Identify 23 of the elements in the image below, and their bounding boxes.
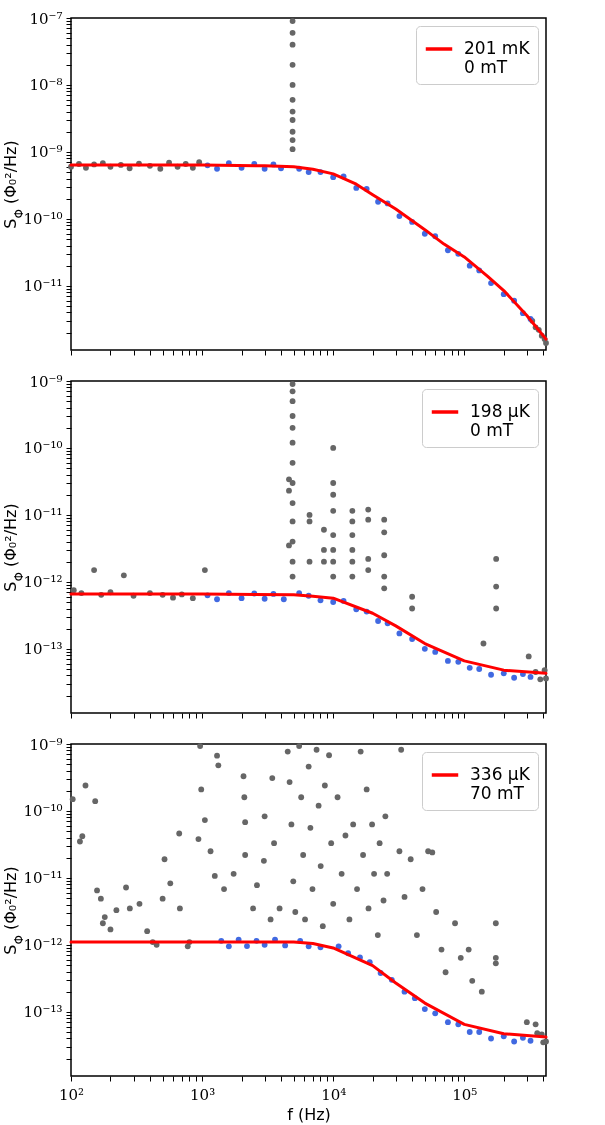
x-tick-label: 10⁵ bbox=[452, 1085, 478, 1104]
x-tick-label: 10³ bbox=[190, 1085, 216, 1104]
y-tick-label: 10⁻¹³ bbox=[23, 640, 63, 659]
y-tick-label: 10⁻¹⁰ bbox=[23, 439, 63, 458]
x-tick-label: 10² bbox=[58, 1085, 85, 1104]
y-tick-label: 10⁻¹⁰ bbox=[23, 802, 63, 821]
y-tick-label: 10⁻⁹ bbox=[29, 143, 63, 162]
y-tick-label: 10⁻⁹ bbox=[29, 372, 63, 391]
legend-label: 198 μK 0 mT bbox=[470, 401, 531, 440]
y-tick-label: 10⁻⁹ bbox=[29, 735, 63, 754]
legend-label: 201 mK 0 mT bbox=[464, 38, 531, 77]
y-tick-label: 10⁻¹³ bbox=[23, 1003, 63, 1022]
y-tick-label: 10⁻⁷ bbox=[29, 9, 63, 28]
y-tick-label: 10⁻¹¹ bbox=[23, 869, 63, 888]
y-tick-label: 10⁻¹² bbox=[23, 936, 63, 955]
legend-label: 336 μK 70 mT bbox=[470, 764, 531, 803]
y-tick-label: 10⁻⁸ bbox=[29, 76, 63, 95]
y-tick-label: 10⁻¹¹ bbox=[23, 277, 63, 296]
x-axis-title: f (Hz) bbox=[287, 1104, 331, 1124]
y-tick-label: 10⁻¹⁰ bbox=[23, 210, 63, 229]
x-tick-label: 10⁴ bbox=[321, 1085, 347, 1104]
y-tick-label: 10⁻¹² bbox=[23, 573, 63, 592]
y-tick-label: 10⁻¹¹ bbox=[23, 506, 63, 525]
